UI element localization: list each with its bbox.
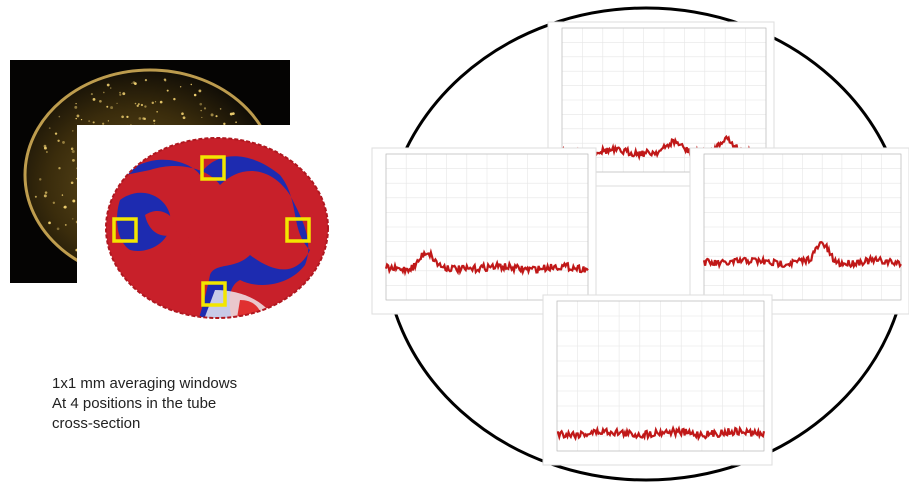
sparkle bbox=[153, 120, 155, 122]
sparkle bbox=[144, 118, 146, 120]
sparkle bbox=[46, 151, 48, 153]
sparkle bbox=[57, 227, 60, 230]
sparkle bbox=[119, 92, 121, 94]
sparkle bbox=[155, 101, 156, 102]
sparkle bbox=[160, 101, 163, 104]
sparkle bbox=[35, 196, 37, 198]
sparkle bbox=[215, 115, 217, 117]
sparkle bbox=[72, 218, 73, 219]
sparkle bbox=[141, 104, 143, 106]
sparkle bbox=[133, 81, 136, 84]
sparkle bbox=[144, 105, 146, 107]
sparkle bbox=[204, 107, 206, 109]
sparkle bbox=[110, 87, 112, 89]
panel-bg bbox=[690, 148, 909, 314]
sparkle bbox=[58, 167, 60, 169]
caption-line: At 4 positions in the tube bbox=[52, 395, 216, 412]
sparkle bbox=[126, 116, 128, 118]
sparkle bbox=[72, 199, 75, 202]
panel-bg bbox=[543, 295, 772, 465]
sparkle bbox=[53, 202, 55, 204]
sparkle bbox=[173, 98, 175, 100]
caption-line: cross-section bbox=[52, 415, 140, 432]
sparkle bbox=[74, 106, 77, 109]
plot-panel bbox=[690, 148, 909, 314]
sparkle bbox=[75, 103, 76, 104]
sparkle bbox=[119, 94, 121, 96]
sparkle bbox=[138, 103, 140, 105]
sparkle bbox=[200, 110, 201, 111]
sparkle bbox=[145, 79, 147, 81]
sparkle bbox=[230, 113, 233, 116]
sparkle bbox=[88, 120, 90, 122]
sparkle bbox=[223, 123, 225, 125]
plot-panel bbox=[543, 295, 772, 465]
sparkle bbox=[198, 89, 201, 92]
sparkle bbox=[201, 117, 202, 118]
sparkle bbox=[107, 84, 110, 87]
sparkle bbox=[44, 194, 47, 197]
sparkle bbox=[44, 147, 47, 150]
sparkle bbox=[191, 84, 192, 85]
sparkle bbox=[220, 108, 222, 110]
sparkle bbox=[62, 141, 65, 144]
sparkle bbox=[183, 116, 186, 119]
sparkle bbox=[49, 127, 51, 129]
sparkle bbox=[91, 93, 93, 95]
sparkle bbox=[77, 115, 80, 118]
slide-canvas: 1x1 mm averaging windows At 4 positions … bbox=[0, 0, 909, 484]
sparkle bbox=[102, 123, 104, 125]
sparkle bbox=[135, 103, 137, 105]
sparkle bbox=[55, 132, 57, 134]
sparkle bbox=[48, 222, 51, 225]
sparkle bbox=[181, 112, 184, 115]
plot-panel bbox=[372, 148, 596, 314]
velocity-map bbox=[77, 125, 357, 345]
sparkle bbox=[62, 194, 63, 195]
sparkle bbox=[59, 116, 61, 118]
sparkle bbox=[75, 118, 76, 119]
sparkle bbox=[103, 92, 105, 94]
sparkle bbox=[110, 106, 113, 109]
sparkle bbox=[167, 90, 169, 92]
sparkle bbox=[122, 92, 125, 95]
sparkle bbox=[71, 147, 74, 150]
sparkle bbox=[121, 115, 124, 118]
panel-bg bbox=[372, 148, 596, 314]
sparkle bbox=[152, 102, 154, 104]
caption-line: 1x1 mm averaging windows bbox=[52, 375, 237, 392]
sparkle bbox=[131, 83, 132, 84]
sparkle bbox=[45, 191, 48, 194]
sparkle bbox=[72, 159, 75, 162]
sparkle bbox=[99, 100, 102, 103]
sparkle bbox=[64, 206, 67, 209]
sparkle bbox=[108, 120, 109, 121]
sparkle bbox=[137, 105, 139, 107]
sparkle bbox=[93, 98, 96, 101]
sparkle bbox=[39, 178, 41, 180]
sparkle bbox=[71, 181, 74, 184]
sparkle bbox=[116, 103, 117, 104]
sparkle bbox=[106, 106, 108, 108]
sparkle bbox=[65, 224, 67, 226]
sparkle bbox=[72, 130, 73, 131]
sparkle bbox=[164, 78, 166, 80]
sparkle bbox=[139, 117, 142, 120]
sparkle bbox=[235, 121, 237, 123]
sparkle bbox=[81, 119, 82, 120]
sparkle bbox=[180, 86, 181, 87]
sparkle bbox=[199, 103, 202, 106]
slide: 1x1 mm averaging windows At 4 positions … bbox=[0, 0, 909, 484]
sparkle bbox=[57, 140, 59, 142]
sparkle bbox=[93, 121, 95, 123]
sparkle bbox=[211, 113, 214, 116]
sparkle bbox=[154, 123, 155, 124]
sparkle bbox=[156, 111, 158, 113]
sparkle bbox=[194, 94, 197, 97]
sparkle bbox=[72, 150, 75, 153]
